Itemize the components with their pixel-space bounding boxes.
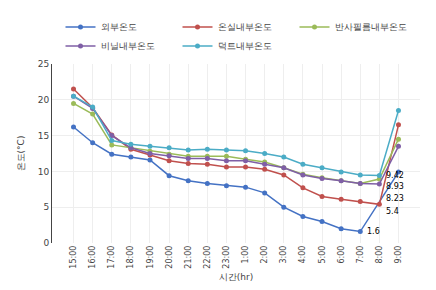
svg-text:10: 10	[38, 167, 50, 177]
svg-text:7:00: 7:00	[356, 246, 365, 264]
svg-text:5.4: 5.4	[386, 207, 399, 216]
svg-text:온실내부온도: 온실내부온도	[218, 22, 272, 32]
svg-text:8.23: 8.23	[386, 194, 404, 203]
svg-text:21:00: 21:00	[184, 246, 193, 269]
svg-text:시간(hr): 시간(hr)	[219, 272, 253, 282]
svg-text:22:00: 22:00	[203, 246, 212, 269]
svg-text:17:00: 17:00	[107, 246, 116, 269]
svg-text:8.93: 8.93	[386, 182, 404, 191]
svg-text:1.6: 1.6	[367, 227, 380, 236]
svg-text:15: 15	[38, 131, 49, 141]
svg-text:1:00: 1:00	[241, 246, 250, 264]
svg-text:5:00: 5:00	[318, 246, 327, 264]
svg-text:반사필름내부온도: 반사필름내부온도	[335, 22, 407, 32]
svg-text:외부온도: 외부온도	[101, 22, 137, 32]
svg-text:비닐내부온도: 비닐내부온도	[101, 41, 155, 51]
svg-text:23:00: 23:00	[222, 246, 231, 269]
svg-text:15:00: 15:00	[69, 246, 78, 269]
svg-text:16:00: 16:00	[88, 246, 97, 269]
svg-text:9:00: 9:00	[394, 246, 403, 264]
svg-text:25: 25	[38, 59, 49, 69]
svg-text:덕트내부온도: 덕트내부온도	[218, 41, 272, 51]
svg-text:20: 20	[38, 95, 50, 105]
svg-text:4:00: 4:00	[299, 246, 308, 264]
svg-text:18:00: 18:00	[126, 246, 135, 269]
svg-text:2:00: 2:00	[260, 246, 269, 264]
svg-text:6:00: 6:00	[337, 246, 346, 264]
svg-text:온도(°C): 온도(°C)	[16, 136, 26, 172]
svg-text:5: 5	[43, 202, 49, 212]
svg-text:9.42: 9.42	[386, 171, 404, 180]
svg-text:8:00: 8:00	[375, 246, 384, 264]
svg-text:20:00: 20:00	[165, 246, 174, 269]
svg-text:3:00: 3:00	[279, 246, 288, 264]
svg-text:19:00: 19:00	[146, 246, 155, 269]
svg-text:0: 0	[43, 238, 49, 248]
